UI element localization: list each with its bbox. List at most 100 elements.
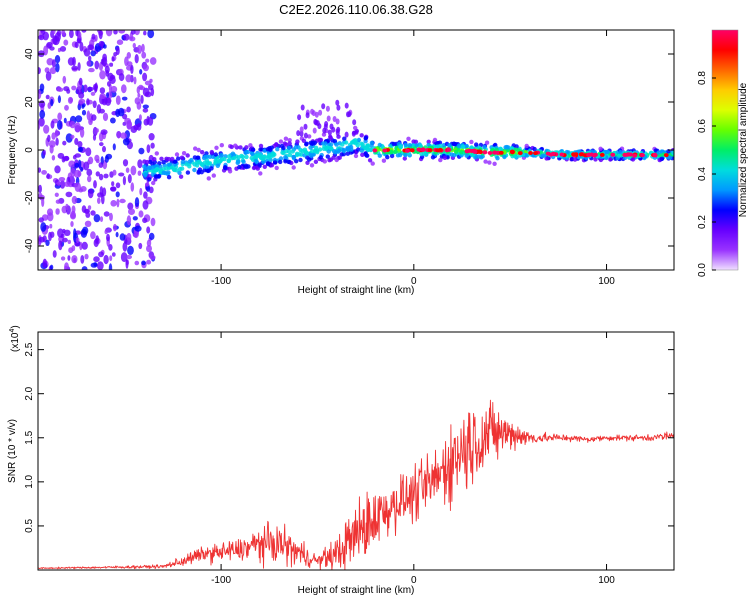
signal-point (312, 127, 317, 134)
noise-point (111, 181, 115, 187)
signal-point (258, 171, 263, 176)
noise-point (142, 200, 149, 210)
noise-point (71, 195, 78, 205)
signal-point (513, 154, 518, 159)
noise-point (62, 237, 68, 243)
signal-point (432, 137, 438, 143)
noise-point (130, 30, 136, 35)
signal-point (454, 149, 459, 154)
noise-point (109, 76, 116, 84)
x-tick-label: -100 (211, 276, 231, 287)
noise-point (115, 47, 120, 55)
signal-point (200, 162, 205, 168)
noise-point (150, 217, 156, 227)
figure-title: C2E2.2026.110.06.38.G28 (279, 2, 433, 17)
noise-point (146, 245, 152, 253)
noise-point (64, 104, 69, 111)
noise-point (39, 109, 46, 119)
noise-point (142, 104, 149, 109)
signal-point (297, 114, 302, 121)
signal-point (407, 143, 412, 148)
signal-point (161, 170, 166, 175)
signal-point (196, 159, 201, 165)
noise-point (112, 223, 117, 232)
noise-point (38, 167, 42, 173)
noise-point (147, 30, 155, 39)
peak-point (640, 153, 645, 158)
signal-point (166, 170, 171, 175)
noise-point (52, 30, 56, 35)
signal-point (327, 158, 332, 163)
signal-point (298, 147, 303, 153)
signal-point (347, 111, 352, 118)
noise-point (38, 184, 42, 194)
noise-point (79, 41, 84, 52)
noise-point (102, 112, 109, 122)
noise-point (118, 73, 125, 82)
noise-point (120, 252, 128, 263)
noise-point (126, 254, 132, 260)
signal-point (237, 164, 242, 170)
noise-point (57, 87, 64, 92)
signal-point (185, 153, 190, 158)
signal-point (310, 149, 315, 154)
noise-point (130, 182, 135, 192)
signal-point (605, 149, 610, 155)
noise-point (96, 104, 102, 114)
signal-point (314, 111, 319, 118)
y-tick-label: 0 (24, 147, 35, 153)
signal-point (213, 152, 218, 157)
signal-point (315, 120, 320, 127)
noise-point (99, 87, 106, 94)
colorbar-label: Normalized spectral amplitude (738, 82, 749, 217)
noise-point (133, 124, 139, 131)
noise-point (77, 170, 82, 177)
noise-point (63, 229, 71, 236)
noise-point (130, 64, 134, 75)
noise-point (146, 144, 151, 154)
signal-point (252, 154, 258, 160)
signal-point (447, 143, 452, 148)
noise-point (55, 137, 59, 146)
signal-point (659, 156, 665, 161)
signal-point (256, 152, 261, 158)
signal-point (353, 125, 358, 131)
signal-point (364, 153, 369, 158)
noise-point (106, 233, 110, 242)
signal-point (295, 139, 300, 144)
noise-point (51, 59, 56, 68)
signal-point (284, 148, 289, 154)
signal-point (155, 166, 160, 172)
noise-point (106, 92, 109, 98)
signal-point (331, 155, 336, 160)
signal-point (514, 144, 519, 149)
signal-point (187, 159, 192, 164)
signal-point (349, 147, 354, 152)
snr-frame (37, 331, 675, 571)
signal-point (325, 154, 330, 159)
y-tick-label: 20 (24, 96, 35, 108)
noise-point (148, 133, 155, 141)
signal-point (509, 146, 515, 151)
noise-point (147, 116, 154, 126)
signal-point (148, 165, 153, 171)
noise-point (59, 180, 66, 189)
colorbar: 0.0 0.2 0.4 0.6 0.8 Normalized spectral ampl… (697, 29, 749, 277)
peak-point (510, 150, 515, 155)
noise-point (102, 145, 106, 153)
signal-point (318, 155, 323, 160)
peak-point (628, 152, 633, 157)
noise-point (85, 147, 92, 157)
signal-point (142, 164, 147, 169)
signal-point (398, 144, 403, 150)
noise-point (45, 94, 50, 100)
signal-point (227, 169, 233, 174)
noise-point (54, 192, 59, 197)
signal-point (359, 148, 364, 153)
signal-point (452, 152, 457, 158)
signal-point (154, 151, 159, 156)
signal-point (274, 142, 279, 147)
noise-point (74, 41, 79, 49)
noise-point (137, 170, 142, 176)
signal-point (393, 149, 398, 154)
